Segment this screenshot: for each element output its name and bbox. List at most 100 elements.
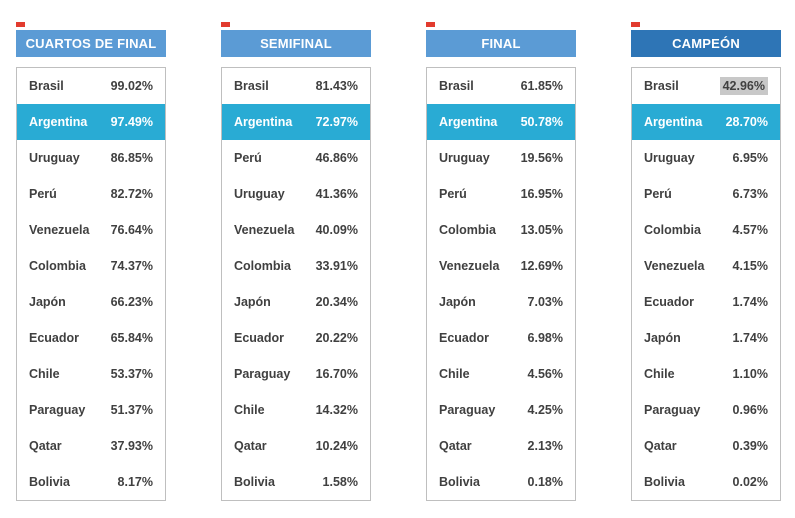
probability-cell[interactable]: 0.02% (732, 475, 768, 489)
team-cell[interactable]: Venezuela (29, 223, 90, 237)
team-cell[interactable]: Brasil (644, 79, 679, 93)
probability-cell[interactable]: 7.03% (527, 295, 563, 309)
probability-cell[interactable]: 4.57% (732, 223, 768, 237)
team-cell[interactable]: Perú (439, 187, 467, 201)
table-row[interactable]: Colombia 13.05% (427, 212, 575, 248)
probability-cell[interactable]: 82.72% (110, 187, 153, 201)
team-cell[interactable]: Paraguay (644, 403, 701, 417)
probability-cell[interactable]: 6.95% (732, 151, 768, 165)
team-cell[interactable]: Colombia (644, 223, 701, 237)
team-cell[interactable]: Ecuador (644, 295, 695, 309)
probability-cell[interactable]: 50.78% (520, 115, 563, 129)
table-row[interactable]: Qatar 0.39% (632, 428, 780, 464)
probability-cell[interactable]: 42.96% (719, 77, 768, 95)
table-row[interactable]: Japón 7.03% (427, 284, 575, 320)
table-row[interactable]: Japón 1.74% (632, 320, 780, 356)
probability-cell[interactable]: 0.39% (732, 439, 768, 453)
team-cell[interactable]: Colombia (439, 223, 496, 237)
team-cell[interactable]: Colombia (234, 259, 291, 273)
table-row[interactable]: Uruguay 19.56% (427, 140, 575, 176)
probability-cell[interactable]: 19.56% (520, 151, 563, 165)
team-cell[interactable]: Argentina (234, 115, 293, 129)
team-cell[interactable]: Japón (644, 331, 681, 345)
table-row[interactable]: Japón 66.23% (17, 284, 165, 320)
table-row[interactable]: Argentina 72.97% (222, 104, 370, 140)
team-cell[interactable]: Perú (234, 151, 262, 165)
table-row[interactable]: Brasil 99.02% (17, 68, 165, 104)
team-cell[interactable]: Uruguay (644, 151, 695, 165)
table-row[interactable]: Ecuador 6.98% (427, 320, 575, 356)
table-row[interactable]: Bolivia 0.02% (632, 464, 780, 500)
team-cell[interactable]: Chile (29, 367, 60, 381)
team-cell[interactable]: Bolivia (644, 475, 685, 489)
probability-cell[interactable]: 20.22% (315, 331, 358, 345)
table-row[interactable]: Colombia 74.37% (17, 248, 165, 284)
probability-cell[interactable]: 28.70% (725, 115, 768, 129)
table-row[interactable]: Brasil 42.96% (632, 68, 780, 104)
probability-cell[interactable]: 40.09% (315, 223, 358, 237)
team-cell[interactable]: Qatar (439, 439, 472, 453)
probability-cell[interactable]: 99.02% (110, 79, 153, 93)
probability-cell[interactable]: 12.69% (520, 259, 563, 273)
probability-cell[interactable]: 16.70% (315, 367, 358, 381)
probability-cell[interactable]: 1.74% (732, 295, 768, 309)
probability-cell[interactable]: 53.37% (110, 367, 153, 381)
probability-cell[interactable]: 46.86% (315, 151, 358, 165)
table-row[interactable]: Paraguay 4.25% (427, 392, 575, 428)
probability-cell[interactable]: 2.13% (527, 439, 563, 453)
table-row[interactable]: Qatar 10.24% (222, 428, 370, 464)
team-cell[interactable]: Japón (439, 295, 476, 309)
probability-cell[interactable]: 74.37% (110, 259, 153, 273)
team-cell[interactable]: Chile (234, 403, 265, 417)
table-row[interactable]: Colombia 4.57% (632, 212, 780, 248)
table-row[interactable]: Brasil 61.85% (427, 68, 575, 104)
team-cell[interactable]: Qatar (644, 439, 677, 453)
team-cell[interactable]: Argentina (29, 115, 88, 129)
table-row[interactable]: Bolivia 8.17% (17, 464, 165, 500)
table-row[interactable]: Argentina 50.78% (427, 104, 575, 140)
probability-cell[interactable]: 41.36% (315, 187, 358, 201)
table-row[interactable]: Bolivia 0.18% (427, 464, 575, 500)
probability-cell[interactable]: 14.32% (315, 403, 358, 417)
team-cell[interactable]: Argentina (644, 115, 703, 129)
table-row[interactable]: Paraguay 16.70% (222, 356, 370, 392)
team-cell[interactable]: Colombia (29, 259, 86, 273)
team-cell[interactable]: Perú (29, 187, 57, 201)
table-row[interactable]: Ecuador 20.22% (222, 320, 370, 356)
probability-cell[interactable]: 1.58% (322, 475, 358, 489)
probability-cell[interactable]: 20.34% (315, 295, 358, 309)
probability-cell[interactable]: 16.95% (520, 187, 563, 201)
table-row[interactable]: Perú 46.86% (222, 140, 370, 176)
table-row[interactable]: Venezuela 12.69% (427, 248, 575, 284)
probability-cell[interactable]: 6.73% (732, 187, 768, 201)
team-cell[interactable]: Argentina (439, 115, 498, 129)
probability-cell[interactable]: 76.64% (110, 223, 153, 237)
probability-cell[interactable]: 97.49% (110, 115, 153, 129)
probability-cell[interactable]: 72.97% (315, 115, 358, 129)
table-row[interactable]: Argentina 28.70% (632, 104, 780, 140)
team-cell[interactable]: Venezuela (439, 259, 500, 273)
team-cell[interactable]: Uruguay (439, 151, 490, 165)
table-row[interactable]: Japón 20.34% (222, 284, 370, 320)
table-row[interactable]: Qatar 37.93% (17, 428, 165, 464)
team-cell[interactable]: Uruguay (234, 187, 285, 201)
probability-cell[interactable]: 33.91% (315, 259, 358, 273)
team-cell[interactable]: Bolivia (439, 475, 480, 489)
probability-cell[interactable]: 1.10% (732, 367, 768, 381)
probability-cell[interactable]: 37.93% (110, 439, 153, 453)
probability-cell[interactable]: 65.84% (110, 331, 153, 345)
probability-cell[interactable]: 6.98% (527, 331, 563, 345)
table-row[interactable]: Perú 6.73% (632, 176, 780, 212)
team-cell[interactable]: Perú (644, 187, 672, 201)
table-row[interactable]: Argentina 97.49% (17, 104, 165, 140)
probability-cell[interactable]: 66.23% (110, 295, 153, 309)
probability-cell[interactable]: 4.56% (527, 367, 563, 381)
table-row[interactable]: Brasil 81.43% (222, 68, 370, 104)
team-cell[interactable]: Ecuador (439, 331, 490, 345)
probability-cell[interactable]: 4.15% (732, 259, 768, 273)
table-row[interactable]: Ecuador 1.74% (632, 284, 780, 320)
table-row[interactable]: Perú 16.95% (427, 176, 575, 212)
probability-cell[interactable]: 0.96% (732, 403, 768, 417)
probability-cell[interactable]: 51.37% (110, 403, 153, 417)
team-cell[interactable]: Venezuela (234, 223, 295, 237)
